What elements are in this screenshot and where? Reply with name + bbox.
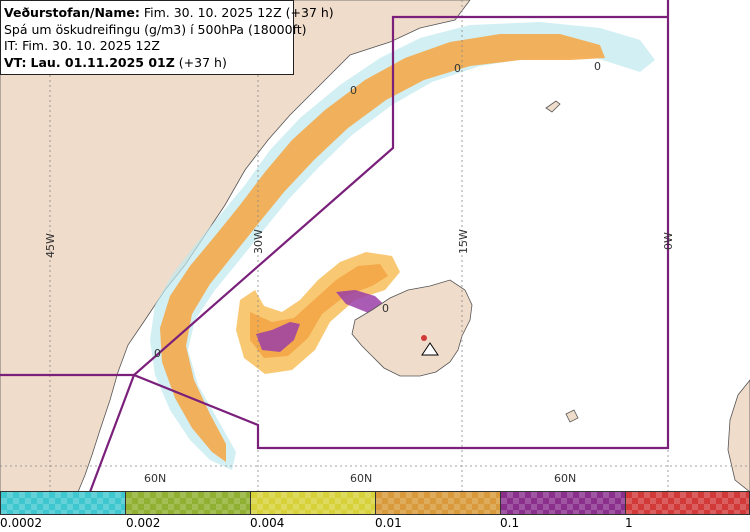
concentration-legend: 0.0002 0.002 0.004 0.01 0.1 1 bbox=[0, 491, 750, 532]
iceland-land bbox=[351, 279, 473, 377]
legend-swatch bbox=[500, 491, 626, 515]
legend-label: 1 bbox=[625, 516, 633, 530]
longitude-label: 0W bbox=[662, 232, 675, 250]
jan-mayen-island bbox=[545, 100, 561, 113]
contour-zero-label: 0 bbox=[154, 347, 161, 360]
volcano-triangle-icon bbox=[421, 342, 439, 356]
norway-coast bbox=[727, 379, 750, 493]
volcano-marker bbox=[421, 335, 427, 341]
legend-swatch bbox=[375, 491, 501, 515]
legend-label: 0.0002 bbox=[0, 516, 42, 530]
legend-label: 0.004 bbox=[250, 516, 285, 530]
contour-zero-label: 0 bbox=[454, 62, 461, 75]
valid-time-lead: (+37 h) bbox=[178, 54, 227, 70]
latitude-label: 60N bbox=[144, 472, 166, 485]
forecast-info-box: Veðurstofan/Name: Fim. 30. 10. 2025 12Z … bbox=[0, 0, 334, 75]
contour-zero-label: 0 bbox=[382, 302, 389, 315]
legend-swatch bbox=[625, 491, 750, 515]
legend-swatch bbox=[250, 491, 376, 515]
contour-zero-label: 0 bbox=[350, 84, 357, 97]
valid-time-label: VT: bbox=[4, 54, 27, 70]
latitude-label: 60N bbox=[350, 472, 372, 485]
valid-time-value: Lau. 01.11.2025 01Z bbox=[30, 54, 175, 70]
ash-plume-main bbox=[160, 34, 605, 462]
longitude-label: 30W bbox=[252, 229, 265, 254]
fir-boundary bbox=[0, 0, 670, 493]
legend-label: 0.002 bbox=[126, 516, 161, 530]
longitude-label: 45W bbox=[44, 233, 57, 258]
ash-high-west bbox=[256, 322, 300, 352]
source-line: Veðurstofan/Name: Fim. 30. 10. 2025 12Z … bbox=[4, 5, 334, 22]
source-value: Fim. 30. 10. 2025 12Z (+37 h) bbox=[143, 5, 334, 20]
valid-time-line: VT: Lau. 01.11.2025 01Z (+37 h) bbox=[4, 55, 293, 72]
legend-swatch bbox=[0, 491, 126, 515]
latitude-label: 60N bbox=[554, 472, 576, 485]
faroe-islands bbox=[565, 409, 579, 423]
legend-label: 0.1 bbox=[500, 516, 520, 530]
contour-zero-label: 0 bbox=[594, 60, 601, 73]
product-title: Spá um öskudreifingu (g/m3) í 500hPa (18… bbox=[4, 21, 307, 37]
legend-swatch bbox=[125, 491, 251, 515]
source-label: Veðurstofan/Name: bbox=[4, 5, 140, 20]
issue-time: IT: Fim. 30. 10. 2025 12Z bbox=[4, 38, 160, 53]
longitude-label: 15W bbox=[457, 229, 470, 254]
legend-label: 0.01 bbox=[375, 516, 402, 530]
